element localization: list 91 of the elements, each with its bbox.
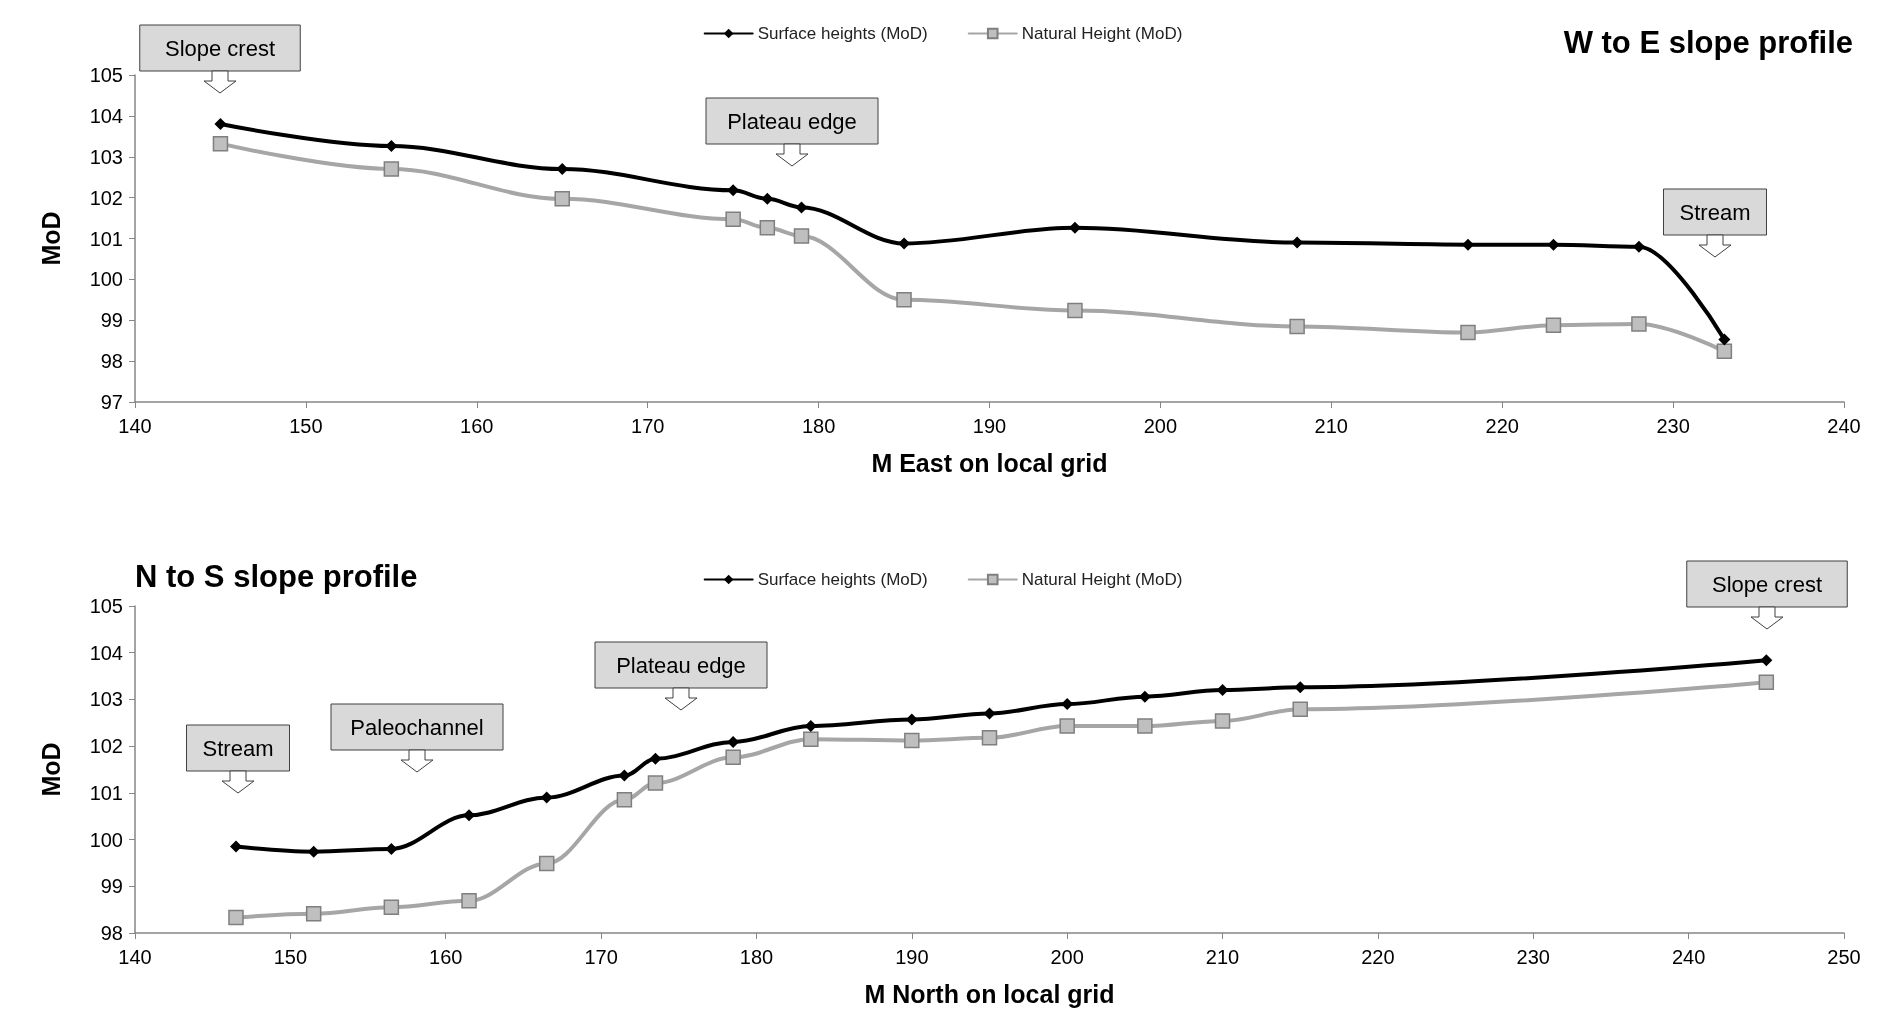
x-tick-label: 140	[118, 946, 152, 968]
x-tick-label: 160	[460, 415, 494, 437]
x-tick-label: 220	[1485, 415, 1519, 437]
point	[214, 118, 227, 131]
y-tick-label: 97	[100, 391, 123, 413]
x-tick-label: 200	[1143, 415, 1178, 437]
x-axis-title: M East on local grid	[871, 448, 1108, 477]
y-tick-label: 100	[89, 268, 123, 291]
chart-title: N to S slope profile	[135, 559, 418, 594]
point	[1214, 713, 1231, 729]
point	[647, 775, 664, 791]
x-tick-label: 200	[1050, 946, 1084, 968]
y-tick-label: 101	[89, 227, 123, 250]
annotation: Paleochannel	[350, 714, 484, 740]
x-tick-label: 150	[289, 415, 323, 437]
point	[1059, 718, 1075, 734]
point	[461, 893, 477, 909]
x-tick-label: 140	[118, 415, 152, 437]
x-tick-label: 160	[429, 946, 463, 968]
x-tick-label: 180	[801, 415, 836, 437]
point	[1545, 317, 1562, 333]
x-tick-label: 180	[739, 946, 774, 968]
y-axis-title: MoD	[36, 742, 65, 797]
point	[1289, 318, 1305, 335]
point	[616, 792, 633, 808]
x-tick-label: 250	[1827, 946, 1861, 968]
point	[1137, 718, 1153, 734]
legend-label: Natural Height (MoD)	[1021, 24, 1183, 43]
x-tick-label: 150	[273, 946, 308, 968]
point	[793, 228, 810, 244]
point	[229, 840, 242, 853]
legend-label: Surface heights (MoD)	[757, 24, 928, 43]
x-tick-label: 240	[1827, 415, 1861, 437]
point	[896, 292, 912, 308]
y-tick-label: 102	[89, 735, 123, 758]
y-tick-label: 104	[89, 641, 123, 664]
text: Slope crest	[164, 35, 276, 61]
y-tick-label: 98	[100, 922, 123, 944]
x-tick-label: 190	[895, 946, 929, 968]
point	[803, 731, 819, 747]
x-tick-label: 220	[1361, 946, 1395, 968]
point	[725, 749, 741, 766]
annotation: Stream	[1679, 199, 1751, 225]
legend-label: Surface heights (MoD)	[757, 570, 928, 589]
x-tick-label: 230	[1516, 946, 1550, 968]
text: Slope crest	[1711, 571, 1823, 597]
x-tick-label: 230	[1656, 415, 1690, 437]
point	[904, 732, 920, 749]
y-tick-label: 101	[89, 781, 123, 804]
y-tick-label: 105	[89, 595, 123, 617]
point	[761, 192, 774, 205]
x-axis-title: M North on local grid	[864, 979, 1115, 1008]
point	[1716, 343, 1733, 360]
y-tick-label: 103	[89, 145, 123, 168]
x-tick-label: 170	[631, 415, 665, 437]
legend-label: Natural Height (MoD)	[1021, 570, 1183, 589]
point	[383, 161, 400, 177]
point	[1718, 333, 1731, 346]
point	[538, 855, 555, 872]
y-axis-title: MoD	[36, 211, 65, 266]
y-tick-label: 99	[100, 875, 123, 898]
point	[1631, 316, 1647, 332]
point	[1758, 674, 1775, 690]
y-tick-label: 103	[89, 688, 123, 711]
x-tick-label: 240	[1671, 946, 1706, 968]
annotation: Plateau edge	[616, 652, 746, 678]
annotation: Plateau edge	[727, 108, 857, 134]
y-tick-label: 102	[89, 186, 123, 209]
point	[1067, 302, 1083, 319]
x-tick-label: 210	[1205, 946, 1240, 968]
y-tick-label: 104	[89, 104, 123, 127]
point	[554, 191, 570, 207]
point	[981, 729, 998, 746]
point	[1460, 324, 1476, 341]
point	[383, 899, 400, 916]
x-tick-label: 210	[1314, 415, 1348, 437]
point	[725, 211, 741, 228]
chart-title: W to E slope profile	[1563, 25, 1854, 60]
point	[305, 906, 322, 922]
point	[212, 135, 229, 152]
y-tick-label: 105	[89, 64, 123, 86]
y-tick-label: 98	[100, 350, 123, 373]
y-tick-label: 100	[89, 828, 123, 851]
point	[1292, 701, 1308, 717]
annotation: Stream	[202, 735, 274, 761]
y-tick-label: 99	[100, 309, 123, 332]
x-tick-label: 170	[584, 946, 618, 968]
point	[1760, 654, 1773, 667]
point	[759, 220, 776, 236]
point	[228, 909, 244, 926]
x-tick-label: 190	[972, 415, 1007, 437]
